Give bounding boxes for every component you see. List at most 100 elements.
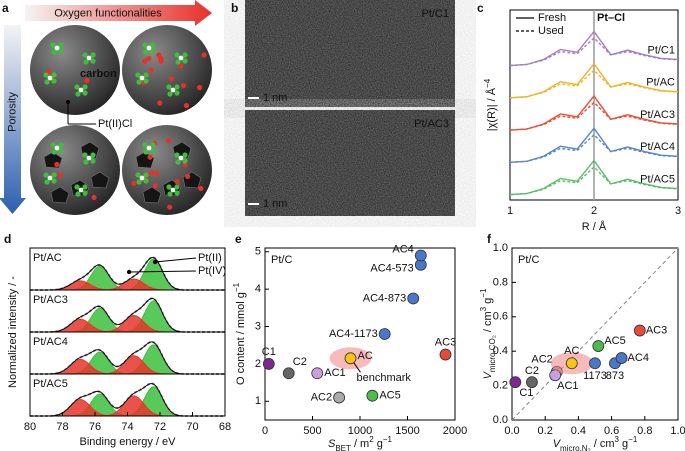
image-label: Pt/C1 bbox=[421, 8, 449, 20]
pt-atom bbox=[78, 187, 84, 193]
plot-frame bbox=[511, 247, 679, 421]
y-tick-label: 4 bbox=[255, 283, 261, 295]
tem-grain bbox=[245, 0, 455, 107]
cl-atom bbox=[58, 42, 64, 48]
x-axis-label: Vmicro,N₂ / cm3 g−1 bbox=[553, 435, 638, 451]
point-label: 1173 bbox=[583, 370, 607, 382]
cl-atom bbox=[142, 142, 148, 148]
oxygen-atom bbox=[91, 194, 97, 201]
point-label: C2 bbox=[525, 365, 539, 377]
cl-atom bbox=[51, 178, 57, 184]
y-tick-label: 5 bbox=[255, 246, 261, 258]
point-label: AC bbox=[358, 350, 373, 362]
x-tick-label: 76 bbox=[89, 421, 101, 433]
cl-atom bbox=[74, 184, 80, 190]
series-label: Pt/AC5 bbox=[640, 173, 675, 185]
x-tick-label: 80 bbox=[24, 421, 36, 433]
y-axis-label: Normalized intensity / - bbox=[7, 276, 19, 388]
used-curve bbox=[509, 101, 679, 131]
y-axis-label: Vmicro,CO₂ / cm3 g−1 bbox=[479, 288, 497, 379]
label-part: g bbox=[482, 298, 494, 307]
arrow-label: Oxygen functionalities bbox=[54, 7, 162, 19]
carbon-label: carbon bbox=[80, 68, 117, 80]
oxygen-atom bbox=[156, 52, 162, 58]
x-axis-label: R / Å bbox=[582, 220, 607, 233]
y-tick-label: 0.8 bbox=[493, 276, 508, 288]
point-label: AC3 bbox=[646, 324, 667, 336]
oxygen-atom bbox=[182, 162, 188, 168]
oxygen-atom bbox=[147, 154, 153, 160]
pore bbox=[142, 186, 162, 204]
panel-letter: b bbox=[231, 1, 238, 15]
point-label: AC5 bbox=[379, 390, 400, 402]
point-label: AC1 bbox=[557, 380, 578, 392]
x-tick-label: 1500 bbox=[395, 425, 419, 437]
cl-atom bbox=[83, 59, 89, 65]
panel-name: Pt/AC5 bbox=[33, 378, 68, 390]
oxygen-atom bbox=[84, 78, 90, 84]
label-part: −1 bbox=[479, 288, 488, 298]
cl-atom bbox=[83, 159, 89, 165]
scale-label: 1 nm bbox=[263, 198, 287, 210]
point-label: AC5 bbox=[604, 335, 625, 347]
x-tick-label: 500 bbox=[303, 425, 321, 437]
pointer bbox=[129, 270, 197, 273]
pt-atom bbox=[86, 55, 92, 61]
x-tick-label: 2000 bbox=[443, 425, 467, 437]
panel-name: Pt/AC bbox=[33, 252, 62, 264]
point-label: AC4-1173 bbox=[329, 328, 378, 340]
oxygen-atom bbox=[157, 100, 163, 106]
cl-atom bbox=[58, 48, 64, 54]
pointer bbox=[353, 362, 361, 373]
cl-atom bbox=[175, 59, 181, 65]
chart-title: Pt/C bbox=[518, 254, 539, 266]
porosity-arrow bbox=[0, 25, 26, 214]
label-part: 3 bbox=[479, 306, 488, 311]
y-axis-label: O content / mmol g−1 bbox=[232, 282, 247, 385]
pt-atom bbox=[146, 145, 152, 151]
cl-atom bbox=[90, 52, 96, 58]
oxygen-atom bbox=[152, 183, 158, 189]
y-tick-label: 1 bbox=[255, 395, 261, 407]
chart-title: Pt/C bbox=[271, 254, 292, 266]
label-part: S bbox=[328, 438, 336, 450]
pt-label: Pt(II)Cl bbox=[98, 118, 132, 130]
cl-atom bbox=[174, 190, 180, 196]
label-part: V bbox=[553, 438, 562, 450]
pt-atom bbox=[54, 145, 60, 151]
pt-atom bbox=[170, 87, 176, 93]
label-part: −1 bbox=[232, 282, 241, 292]
cl-atom bbox=[51, 172, 57, 178]
panel-name: Pt/AC4 bbox=[33, 336, 68, 348]
scale-label: 1 nm bbox=[263, 92, 287, 104]
cl-atom bbox=[174, 52, 180, 58]
cl-atom bbox=[51, 149, 57, 155]
point-label: C1 bbox=[519, 387, 533, 399]
carbon-sphere bbox=[122, 25, 212, 115]
cl-atom bbox=[51, 72, 57, 78]
cl-atom bbox=[136, 179, 142, 185]
cl-atom bbox=[82, 152, 88, 158]
oxygen-atom bbox=[178, 63, 184, 69]
used-curve bbox=[509, 166, 679, 196]
point-label: AC1 bbox=[324, 367, 345, 379]
y-tick-label: 0.6 bbox=[493, 311, 508, 323]
tem-grain bbox=[245, 110, 455, 216]
point bbox=[589, 357, 601, 370]
point-label: 873 bbox=[606, 370, 624, 382]
oxygen-atom bbox=[198, 185, 204, 192]
x-tick-label: 0.0 bbox=[504, 425, 519, 437]
cl-atom bbox=[43, 72, 49, 78]
cl-atom bbox=[150, 148, 156, 154]
pore bbox=[50, 186, 70, 204]
cl-atom bbox=[143, 149, 149, 155]
cl-atom bbox=[50, 142, 56, 148]
point bbox=[333, 391, 346, 404]
cl-atom bbox=[167, 191, 173, 197]
cl-atom bbox=[90, 158, 96, 164]
panel-name: Pt/AC3 bbox=[33, 294, 68, 306]
oxygen-atom bbox=[54, 161, 60, 168]
cl-atom bbox=[75, 191, 81, 197]
point bbox=[344, 352, 357, 365]
pt-atom bbox=[178, 55, 184, 61]
